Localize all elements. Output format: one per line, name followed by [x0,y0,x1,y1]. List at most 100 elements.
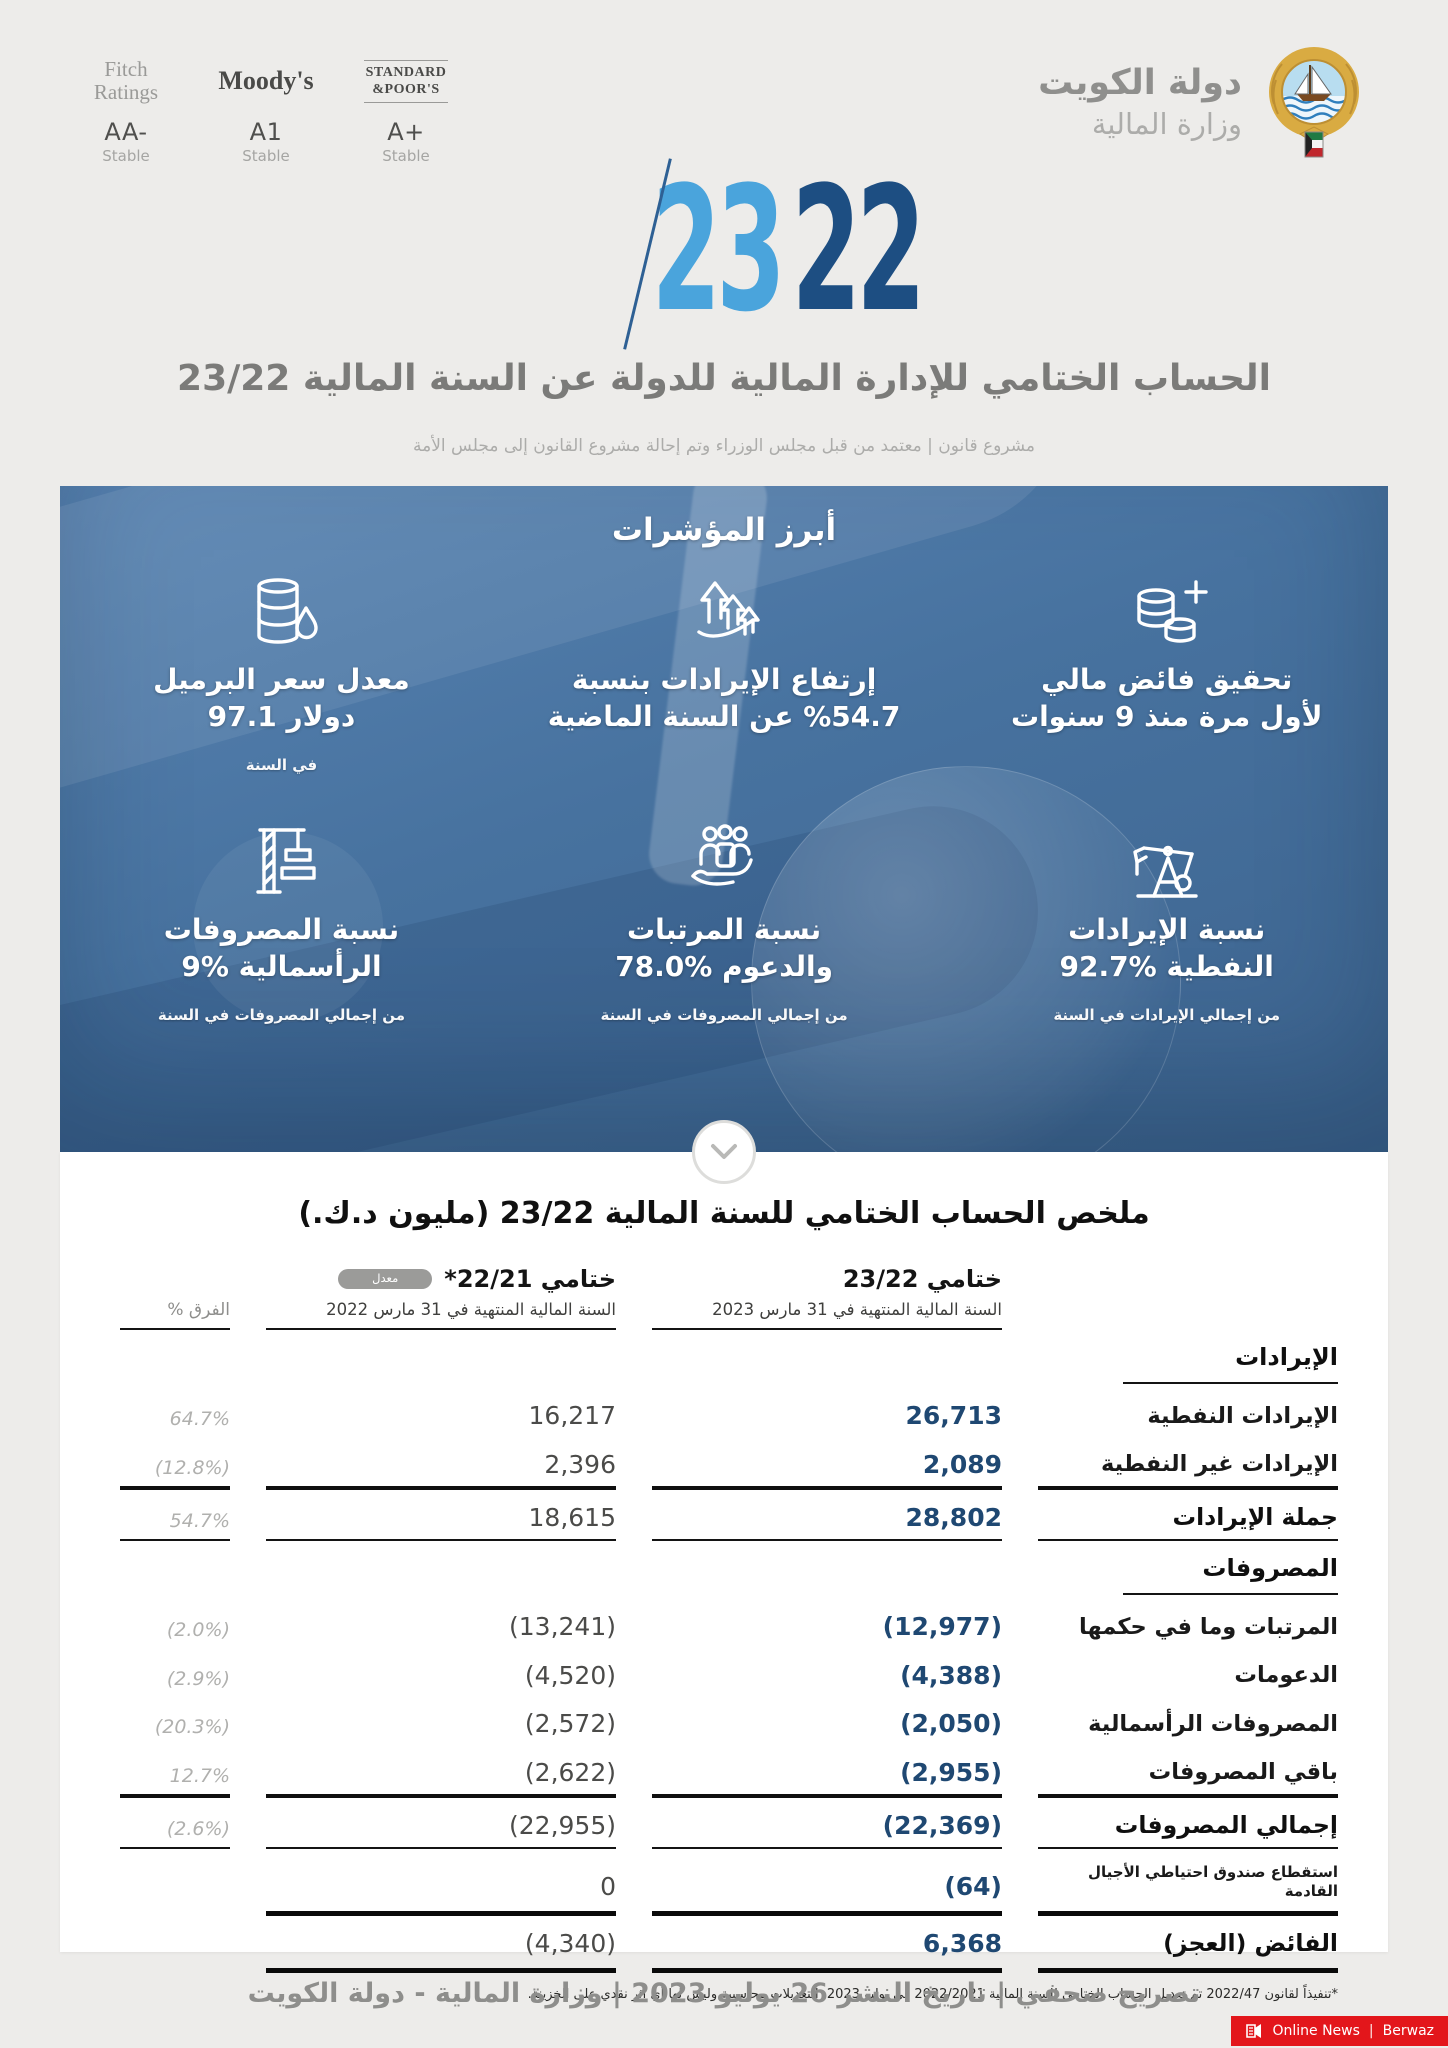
fiscal-year-lockup: 2322 [554,146,926,360]
row-current-value: 2,089 [922,1449,1002,1479]
credit-ratings: Fitch Ratings AA- Stable Moody's A1 Stab… [78,50,454,165]
row-diff-value: (20.3%) [154,1716,230,1739]
row-label: إجمالي المصروفات [1114,1811,1338,1840]
indicator-line2: الرأسمالية %9 [181,949,382,983]
indicator-line1: نسبة المرتبات [627,912,822,946]
fitch-logo-line2: Ratings [93,80,159,104]
chevron-down-icon [711,1144,737,1159]
row-label: الدعومات [1234,1662,1338,1689]
row-prior-value: (2,622) [524,1757,616,1787]
rating-sp: STANDARD &POOR'S A+ Stable [358,50,454,165]
row-label: الإيرادات النفطية [1147,1402,1338,1429]
coins-plus-icon [1137,580,1208,643]
indicator-line2: النفطية %92.7 [1059,949,1274,983]
row-prior-value: (22,955) [509,1810,616,1840]
row-diff-value: 64.7% [169,1408,230,1431]
indicator-revenue-increase: إرتفاع الإيرادات بنسبة %54.7 عن السنة ال… [503,574,946,776]
indicator-caption: في السنة [245,755,318,774]
moodys-grade: A1 [249,118,283,146]
table-footnote: *تنفيذاً لقانون 2022/47 تم تعديل الحساب … [527,1987,1338,2003]
ministry-header: دولة الكويت وزارة المالية [1038,44,1364,160]
row-prior-value: (4,340) [524,1928,616,1958]
row-current-value: 26,713 [905,1401,1002,1431]
row-current-value: (12,977) [882,1612,1002,1642]
row-current-value: 28,802 [905,1502,1002,1532]
table-row-total-expenses: إجمالي المصروفات (22,369) (22,955) (2.6%… [110,1810,1338,1850]
year-right: 22 [791,149,926,350]
indicator-caption [503,756,946,776]
indicator-salaries-share: نسبة المرتبات والدعوم %78.0 من إجمالي ال… [503,820,946,1026]
table-row-non-oil-revenues: الإيرادات غير النفطية 2,089 2,396 (12.8%… [110,1451,1338,1491]
column-current-title: ختامي 23/22 [842,1265,1002,1293]
table-row-surplus-deficit: الفائض (العجز) 6,368 (4,340) [110,1928,1338,1974]
column-header-current: ختامي 23/22 السنة المالية المنتهية في 31… [652,1265,1002,1331]
row-current-value: 6,368 [922,1928,1002,1958]
sp-grade: A+ [387,118,425,146]
sp-logo: STANDARD &POOR'S [363,50,449,112]
news-credit-badge: Online News | Berwaz [1231,2016,1448,2046]
indicator-line1: نسبة المصروفات [163,912,400,946]
row-diff-value: 12.7% [169,1764,230,1787]
indicator-surplus: تحقيق فائض مالي لأول مرة منذ 9 سنوات [945,574,1388,776]
fitch-logo-line1: Fitch [104,56,148,81]
row-prior-value: (2,572) [524,1709,616,1739]
rating-moodys: Moody's A1 Stable [218,50,314,165]
indicator-line2: %54.7 عن السنة الماضية [547,699,901,733]
row-label: جملة الإيرادات [1172,1503,1339,1532]
restated-badge: معدل [338,1269,433,1289]
indicator-line2: والدعوم %78.0 [615,949,833,983]
moodys-outlook: Stable [242,147,290,165]
section-revenues: الإيرادات [110,1343,1338,1385]
page-subtitle: مشروع قانون | معتمد من قبل مجلس الوزراء … [413,436,1035,456]
row-label: الإيرادات غير النفطية [1101,1451,1338,1478]
section-revenues-label: الإيرادات [1123,1343,1338,1385]
rating-fitch: Fitch Ratings AA- Stable [78,50,174,165]
page-title: الحساب الختامي للإدارة المالية للدولة عن… [177,358,1271,399]
indicator-line1: تحقيق فائض مالي [1041,663,1293,696]
column-current-subtitle: السنة المالية المنتهية في 31 مارس 2023 [712,1300,1002,1319]
indicator-row-1: تحقيق فائض مالي لأول مرة منذ 9 سنوات إرت… [60,574,1388,776]
indicator-row-2: نسبة الإيرادات النفطية %92.7 من إجمالي ا… [60,820,1388,1026]
kuwait-flag-icon [1304,131,1324,158]
key-indicators-hero: أبرز المؤشرات تحقيق فائض مالي لأول مرة م… [60,486,1388,1152]
fitch-outlook: Stable [102,147,150,165]
row-prior-value: (13,241) [509,1612,616,1642]
table-row-other-expenses: باقي المصروفات (2,955) (2,622) 12.7% [110,1759,1338,1799]
row-prior-value: 2,396 [544,1449,616,1479]
indicator-oil-revenue-share: نسبة الإيرادات النفطية %92.7 من إجمالي ا… [945,820,1388,1026]
oil-barrel-icon [257,578,319,644]
column-prior-title: ختامي 22/21* [444,1265,616,1293]
sp-outlook: Stable [382,147,430,165]
country-name: دولة الكويت [1038,63,1242,103]
indicator-line1: إرتفاع الإيرادات بنسبة [571,663,877,696]
fitch-logo: Fitch Ratings [94,50,158,112]
header-spacer [1038,1322,1338,1330]
indicator-caption [945,756,1388,776]
row-diff-value: (2.9%) [166,1667,230,1690]
press-release-footer: تصريح صحفي | تاريخ النشر 26 يوليو 2023 |… [247,1978,1201,2009]
table-header-row: ختامي 23/22 السنة المالية المنتهية في 31… [110,1265,1338,1331]
summary-title: ملخص الحساب الختامي للسنة المالية 23/22 … [298,1196,1150,1231]
row-diff-value: 54.7% [169,1509,230,1532]
section-expenses-label: المصروفات [1123,1554,1338,1596]
indicator-line1: معدل سعر البرميل [153,663,410,696]
scroll-down-indicator [692,1120,756,1184]
row-diff-value: (2.0%) [166,1619,230,1642]
row-current-value: (4,388) [900,1660,1002,1690]
column-diff-title: % الفرق [167,1300,230,1321]
credit-brand: Berwaz [1382,2023,1434,2039]
row-current-value: (64) [944,1871,1002,1901]
row-prior-value: 16,217 [528,1401,616,1431]
fitch-grade: AA- [104,118,148,146]
indicator-line2: 97.1 دولار [207,699,356,733]
row-label: الفائض (العجز) [1163,1929,1338,1958]
indicator-line1: نسبة الإيرادات [1068,912,1266,946]
indicator-capex-share: نسبة المصروفات الرأسمالية %9 من إجمالي ا… [60,820,503,1026]
indicator-line2: لأول مرة منذ 9 سنوات [1010,699,1323,733]
people-hand-icon [691,824,753,886]
row-prior-value: 0 [600,1871,616,1901]
ministry-name: وزارة المالية [1091,107,1242,141]
table-row-subsidies: الدعومات (4,388) (4,520) (2.9%) [110,1662,1338,1698]
table-row-salaries: المرتبات وما في حكمها (12,977) (13,241) … [110,1613,1338,1649]
